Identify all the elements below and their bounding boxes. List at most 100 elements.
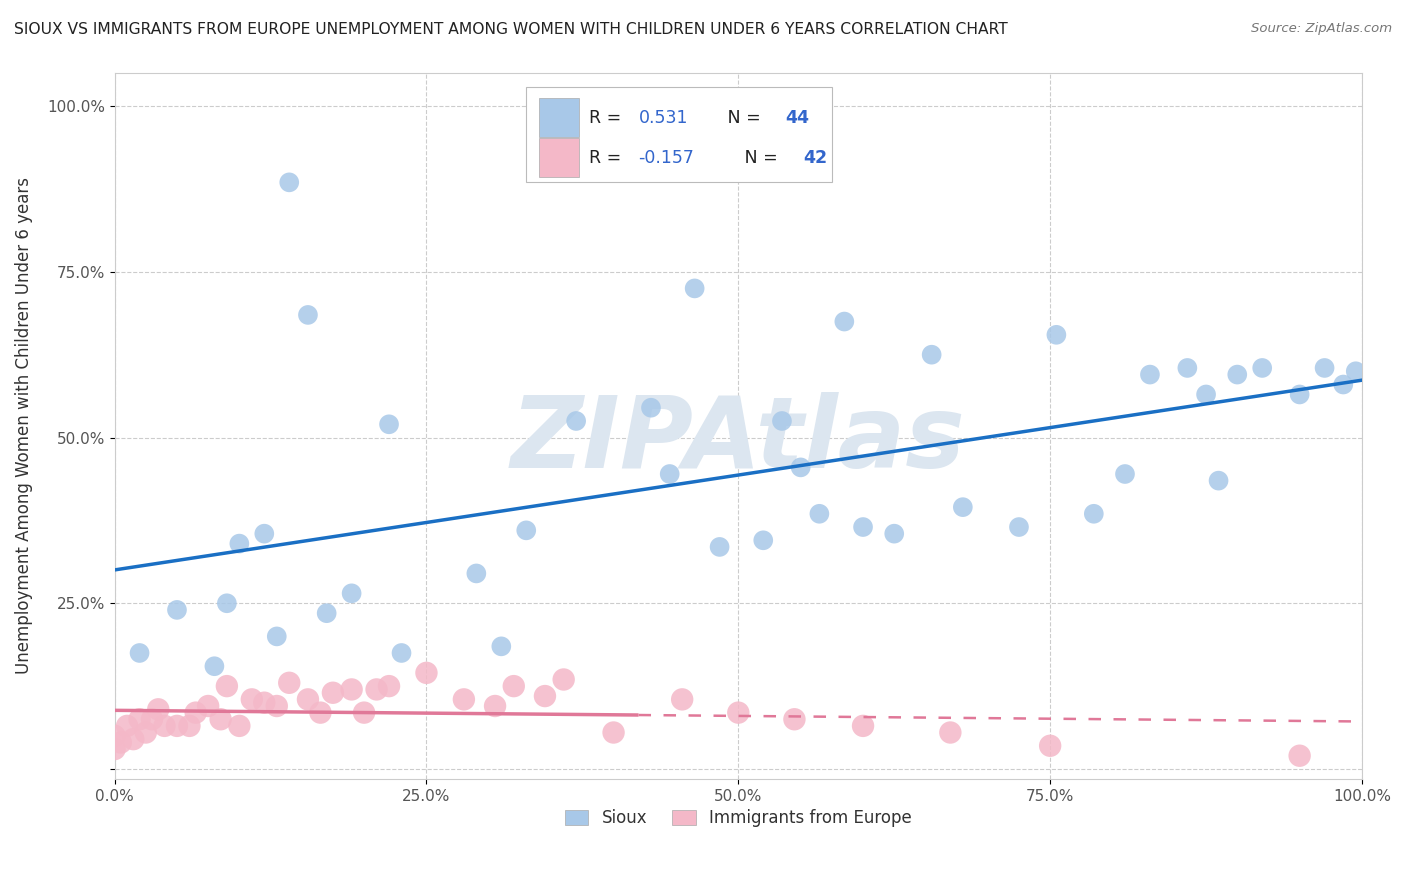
Point bbox=[228, 719, 250, 733]
Point bbox=[1139, 368, 1161, 382]
Point bbox=[491, 640, 513, 654]
Point bbox=[309, 706, 332, 720]
Point bbox=[128, 646, 150, 660]
Y-axis label: Unemployment Among Women with Children Under 6 years: Unemployment Among Women with Children U… bbox=[15, 178, 32, 674]
Point bbox=[465, 566, 488, 581]
Point bbox=[297, 692, 319, 706]
Point bbox=[166, 603, 188, 617]
Text: 42: 42 bbox=[803, 149, 827, 167]
Point bbox=[315, 606, 337, 620]
Point bbox=[228, 536, 250, 550]
Point bbox=[297, 308, 319, 322]
Point bbox=[1008, 520, 1031, 534]
Point bbox=[1288, 748, 1310, 763]
Text: 0.531: 0.531 bbox=[638, 109, 688, 127]
Point bbox=[340, 682, 363, 697]
Point bbox=[240, 692, 263, 706]
Point bbox=[253, 696, 276, 710]
Point bbox=[727, 706, 749, 720]
Point bbox=[322, 686, 344, 700]
Point bbox=[110, 735, 132, 749]
Point bbox=[834, 314, 856, 328]
Point bbox=[115, 719, 138, 733]
Text: SIOUX VS IMMIGRANTS FROM EUROPE UNEMPLOYMENT AMONG WOMEN WITH CHILDREN UNDER 6 Y: SIOUX VS IMMIGRANTS FROM EUROPE UNEMPLOY… bbox=[14, 22, 1008, 37]
Point bbox=[852, 719, 875, 733]
Text: Source: ZipAtlas.com: Source: ZipAtlas.com bbox=[1251, 22, 1392, 36]
Point bbox=[135, 725, 157, 739]
Point bbox=[502, 679, 524, 693]
Text: R =: R = bbox=[589, 109, 626, 127]
Point bbox=[215, 679, 238, 693]
Point bbox=[166, 719, 188, 733]
Point bbox=[783, 712, 806, 726]
Point bbox=[1313, 360, 1336, 375]
Point bbox=[852, 520, 875, 534]
Point bbox=[340, 586, 363, 600]
Point bbox=[921, 348, 943, 362]
Point bbox=[215, 596, 238, 610]
Point bbox=[253, 526, 276, 541]
Point bbox=[1039, 739, 1062, 753]
Point bbox=[141, 712, 163, 726]
Point bbox=[104, 742, 127, 756]
Point bbox=[1114, 467, 1136, 481]
FancyBboxPatch shape bbox=[538, 138, 579, 177]
Point bbox=[1226, 368, 1249, 382]
Text: ZIPAtlas: ZIPAtlas bbox=[510, 392, 966, 489]
Point bbox=[266, 629, 288, 643]
Point bbox=[640, 401, 662, 415]
Point bbox=[484, 698, 506, 713]
Point bbox=[209, 712, 232, 726]
Text: 44: 44 bbox=[786, 109, 810, 127]
Point bbox=[278, 175, 301, 189]
FancyBboxPatch shape bbox=[538, 98, 579, 137]
Text: N =: N = bbox=[728, 149, 783, 167]
Point bbox=[153, 719, 176, 733]
Point bbox=[278, 675, 301, 690]
Point bbox=[952, 500, 974, 515]
Text: N =: N = bbox=[711, 109, 766, 127]
Point bbox=[808, 507, 831, 521]
Point bbox=[179, 719, 201, 733]
Point bbox=[1083, 507, 1105, 521]
Point bbox=[709, 540, 731, 554]
Point bbox=[1288, 387, 1310, 401]
Point bbox=[789, 460, 811, 475]
Point bbox=[534, 689, 557, 703]
Point bbox=[553, 673, 575, 687]
Point bbox=[752, 533, 775, 548]
Point bbox=[378, 417, 401, 432]
Point bbox=[148, 702, 170, 716]
Point bbox=[671, 692, 693, 706]
Point bbox=[1045, 327, 1067, 342]
Point bbox=[391, 646, 413, 660]
Point bbox=[515, 524, 537, 538]
Point bbox=[184, 706, 207, 720]
Point bbox=[1331, 377, 1354, 392]
Point bbox=[366, 682, 388, 697]
Point bbox=[658, 467, 681, 481]
Point bbox=[128, 712, 150, 726]
Point bbox=[883, 526, 905, 541]
Point bbox=[266, 698, 288, 713]
Point bbox=[202, 659, 225, 673]
Point bbox=[602, 725, 624, 739]
Point bbox=[122, 732, 145, 747]
Point bbox=[197, 698, 219, 713]
Point bbox=[415, 665, 437, 680]
Point bbox=[770, 414, 793, 428]
Point bbox=[104, 729, 127, 743]
Point bbox=[1344, 364, 1367, 378]
Text: -0.157: -0.157 bbox=[638, 149, 695, 167]
Text: R =: R = bbox=[589, 149, 626, 167]
Legend: Sioux, Immigrants from Europe: Sioux, Immigrants from Europe bbox=[558, 803, 918, 834]
Point bbox=[939, 725, 962, 739]
Point bbox=[353, 706, 375, 720]
Point bbox=[1175, 360, 1198, 375]
Point bbox=[1208, 474, 1230, 488]
Point bbox=[378, 679, 401, 693]
Point bbox=[1251, 360, 1274, 375]
Point bbox=[565, 414, 588, 428]
FancyBboxPatch shape bbox=[526, 87, 832, 182]
Point bbox=[683, 281, 706, 295]
